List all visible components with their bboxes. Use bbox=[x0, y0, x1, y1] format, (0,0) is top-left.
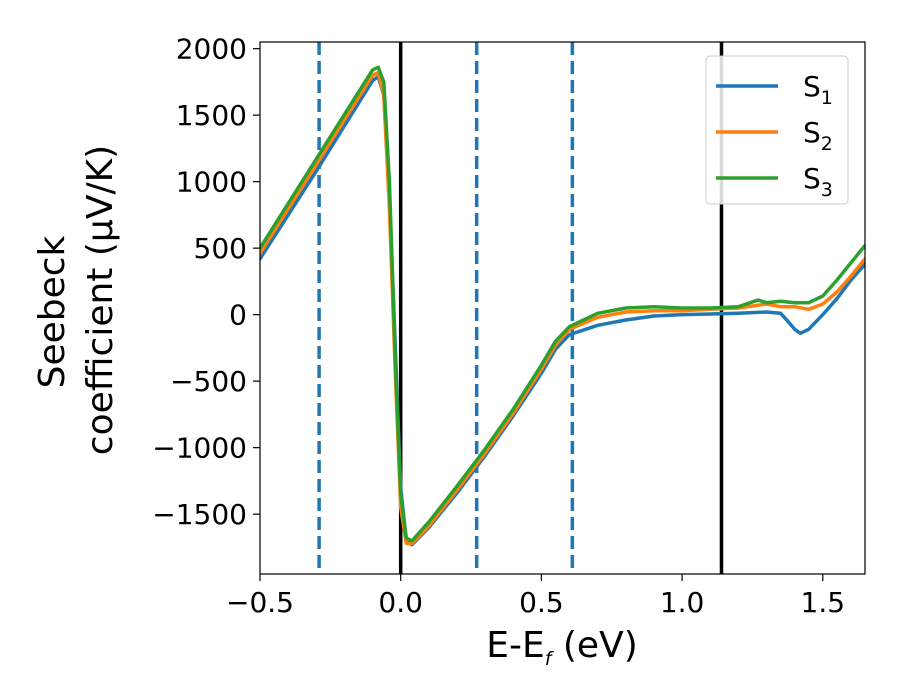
y-axis-ticks: 2000 1500 1000 500 0 −500 −1000 −1500 bbox=[152, 33, 260, 531]
x-tick-label: 0.0 bbox=[378, 586, 423, 619]
y-tick-label: 0 bbox=[229, 299, 247, 332]
y-axis-label: Seebeck coefficient (μV/K) bbox=[32, 145, 121, 455]
x-tick-label: −0.5 bbox=[226, 586, 294, 619]
x-axis-label: E-Ef (eV) bbox=[486, 625, 638, 670]
legend-box bbox=[705, 55, 849, 205]
series-line-s3 bbox=[260, 65, 865, 543]
y-tick-label: 500 bbox=[194, 232, 247, 265]
y-tick-label: −1000 bbox=[152, 432, 247, 465]
legend-label-s2: S2 bbox=[803, 116, 833, 155]
y-tick-label: −500 bbox=[170, 365, 247, 398]
y-tick-label: 1500 bbox=[176, 99, 247, 132]
x-tick-label: 1.0 bbox=[660, 586, 705, 619]
x-tick-label: 1.5 bbox=[801, 586, 846, 619]
y-axis-label-line2: coefficient (μV/K) bbox=[80, 145, 121, 455]
x-tick-label: 0.5 bbox=[519, 586, 564, 619]
y-tick-label: 2000 bbox=[176, 33, 247, 66]
legend-label-s3: S3 bbox=[803, 162, 833, 201]
series-lines bbox=[260, 65, 865, 547]
x-axis-ticks: −0.5 0.0 0.5 1.0 1.5 bbox=[226, 574, 845, 619]
y-tick-label: 1000 bbox=[176, 166, 247, 199]
plot-frame bbox=[259, 41, 866, 575]
y-tick-label: −1500 bbox=[152, 498, 247, 531]
legend-label-s1: S1 bbox=[803, 70, 833, 109]
y-axis-label-line1: Seebeck bbox=[32, 235, 73, 388]
legend: S1 S2 S3 bbox=[705, 55, 849, 205]
